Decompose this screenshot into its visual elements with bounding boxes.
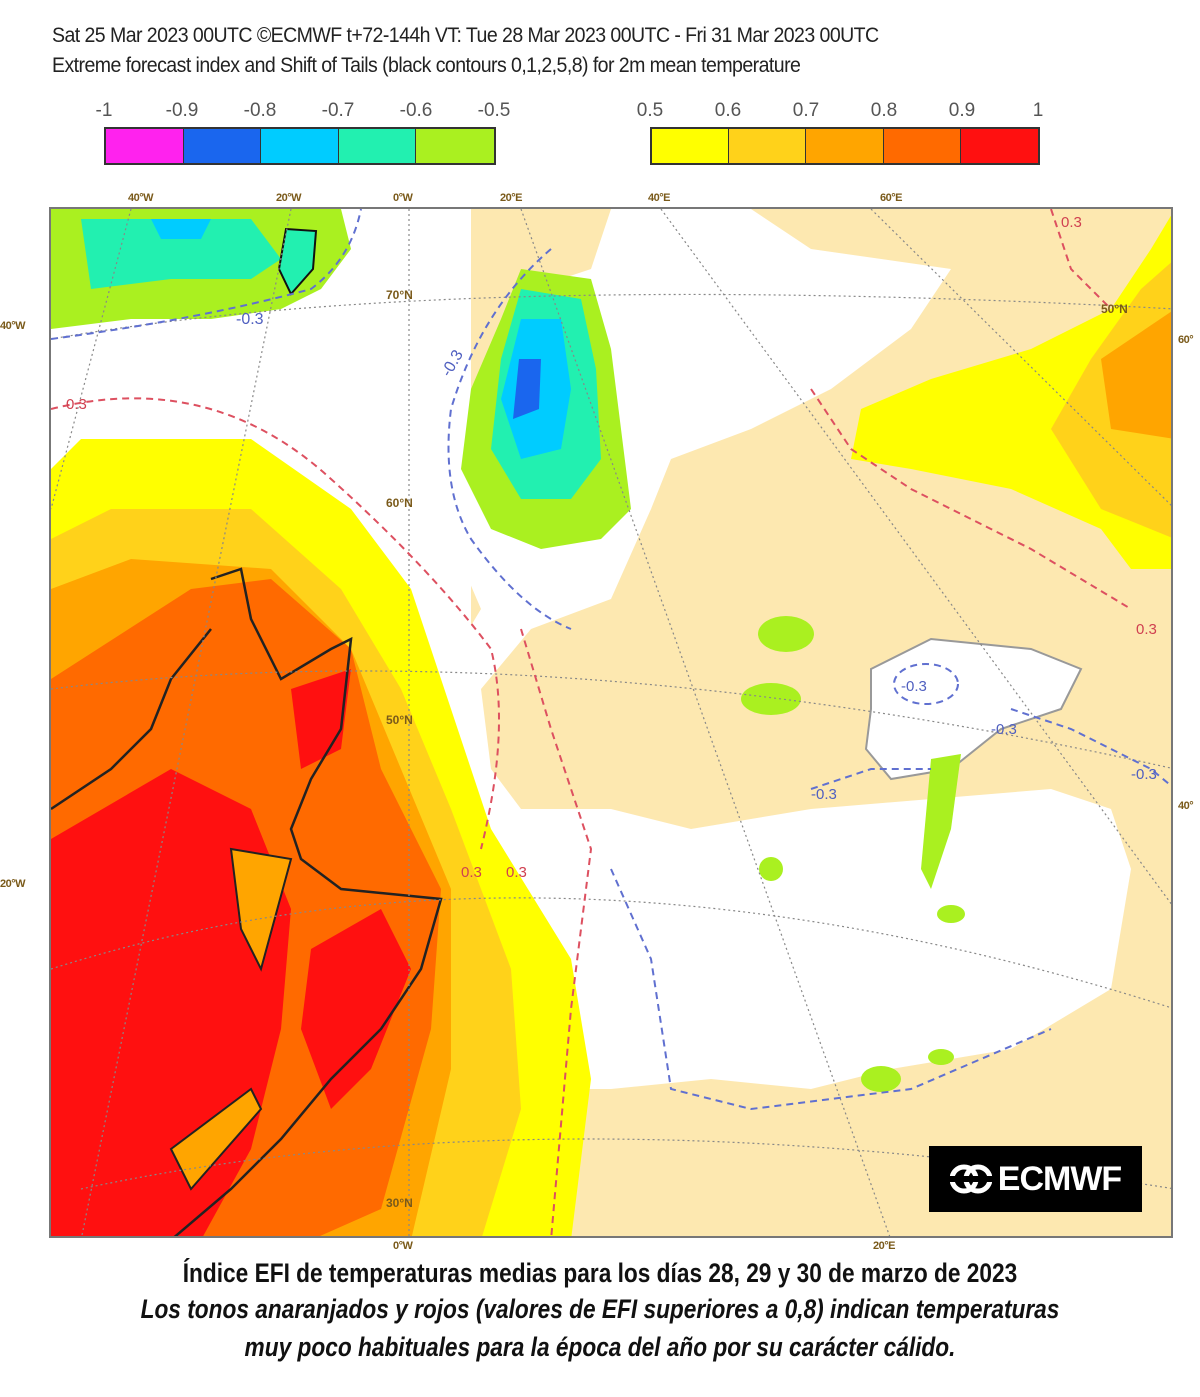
lon-label: 40°E: [648, 192, 670, 204]
svg-text:-0.3: -0.3: [991, 721, 1017, 738]
lon-label-left: 20°W: [0, 878, 26, 890]
legend-swatch: [183, 129, 262, 163]
legend-tick: -0.8: [243, 100, 277, 121]
legend-swatch: [338, 129, 417, 163]
chart-header: Sat 25 Mar 2023 00UTC ©ECMWF t+72-144h V…: [0, 0, 1200, 90]
legend-warm-bar: [650, 127, 1040, 165]
lon-label: 60°E: [880, 192, 902, 204]
lat-label-right: 40°: [1178, 800, 1194, 812]
legend-swatch: [883, 129, 961, 163]
legend-swatch: [416, 129, 494, 163]
legend-tick: -0.7: [321, 100, 355, 121]
lon-label: 20°E: [500, 192, 522, 204]
legend-tick: 1: [1032, 100, 1044, 121]
caption: Índice EFI de temperaturas medias para l…: [0, 1258, 1200, 1365]
svg-text:0.3: 0.3: [66, 396, 87, 413]
legend-tick: 0.9: [948, 100, 976, 121]
svg-text:0.3: 0.3: [461, 864, 482, 881]
lon-label: 20°W: [276, 192, 302, 204]
lon-label: 0°W: [393, 192, 413, 204]
svg-text:-0.3: -0.3: [1131, 766, 1157, 783]
legend-swatch: [729, 129, 807, 163]
legend-cold-bar: [104, 127, 496, 165]
legend-cold: -1 -0.9 -0.8 -0.7 -0.6 -0.5: [96, 100, 510, 170]
caption-line-2: muy poco habituales para la época del añ…: [244, 1332, 956, 1362]
caption-line-1: Los tonos anaranjados y rojos (valores d…: [140, 1294, 1060, 1324]
lon-label-bottom: 0°W: [393, 1240, 413, 1252]
svg-text:70°N: 70°N: [386, 288, 413, 302]
svg-text:60°N: 60°N: [386, 496, 413, 510]
efi-map[interactable]: -0.3 -0.3 0.3 -0.3 -0.3 -0.3 -0.3 0.3 0.…: [49, 207, 1173, 1238]
legend-tick: -1: [95, 100, 113, 121]
legend-swatch: [652, 129, 730, 163]
legend-tick: 0.7: [792, 100, 820, 121]
chart-title: Extreme forecast index and Shift of Tail…: [52, 54, 801, 77]
lon-label-left: 40°W: [0, 320, 26, 332]
legend-swatch: [806, 129, 884, 163]
legend-swatch: [960, 129, 1038, 163]
caption-title: Índice EFI de temperaturas medias para l…: [182, 1258, 1018, 1288]
logo-text: ECMWF: [997, 1159, 1122, 1198]
svg-text:30°N: 30°N: [386, 1196, 413, 1210]
legend-tick: -0.6: [399, 100, 433, 121]
legend-swatch: [106, 129, 184, 163]
svg-text:-0.3: -0.3: [811, 786, 837, 803]
legend-tick: 0.5: [636, 100, 664, 121]
svg-text:50°N: 50°N: [1101, 302, 1128, 316]
legend-tick: -0.9: [165, 100, 199, 121]
ecmwf-logo-icon: [949, 1164, 992, 1194]
svg-text:0.3: 0.3: [506, 864, 527, 881]
svg-text:50°N: 50°N: [386, 713, 413, 727]
svg-text:-0.3: -0.3: [901, 678, 927, 695]
legend-tick: 0.8: [870, 100, 898, 121]
legend-warm: 0.5 0.6 0.7 0.8 0.9 1: [637, 100, 1043, 170]
svg-text:0.3: 0.3: [1061, 214, 1082, 231]
lon-label-bottom: 20°E: [873, 1240, 895, 1252]
legend-swatch: [261, 129, 339, 163]
svg-text:0.3: 0.3: [1136, 621, 1157, 638]
legend-tick: -0.5: [477, 100, 511, 121]
lon-label: 40°W: [128, 192, 154, 204]
contour-label: -0.3: [236, 311, 264, 328]
ecmwf-logo: ECMWF: [929, 1146, 1142, 1212]
legend-tick: 0.6: [714, 100, 742, 121]
lat-label-right: 60°: [1178, 334, 1194, 346]
forecast-run-info: Sat 25 Mar 2023 00UTC ©ECMWF t+72-144h V…: [52, 24, 879, 47]
